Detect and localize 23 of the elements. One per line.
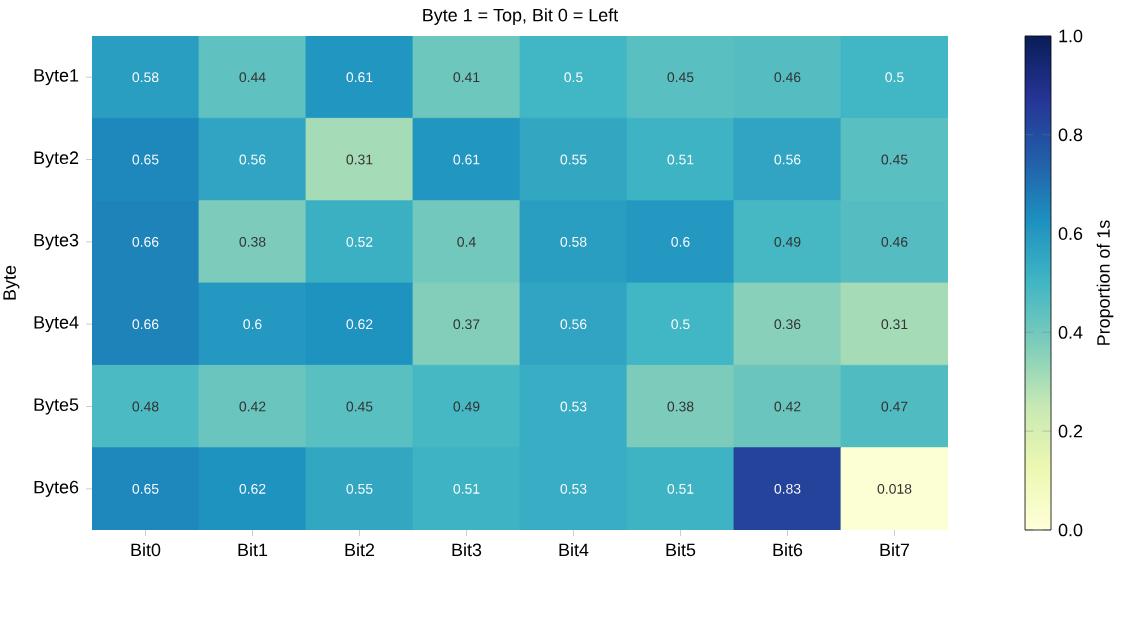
x-tick-label: Bit1 (238, 543, 268, 557)
y-tick-label: Byte5 (34, 398, 79, 415)
x-tick-label: Bit3 (452, 543, 482, 557)
color-bar-label: 1.0 (1059, 29, 1083, 43)
color-bar-label: 0.6 (1058, 227, 1083, 240)
x-tick-label: Bit2 (345, 543, 375, 557)
x-tick-label: Bit5 (666, 543, 696, 557)
y-tick-label: Byte1 (34, 69, 79, 86)
x-tick-label: Bit7 (880, 543, 910, 557)
y-tick-label: Byte2 (34, 151, 79, 168)
y-axis-title: Byte (3, 265, 20, 300)
color-bar-label: 0.0 (1058, 523, 1083, 537)
y-tick-label: Byte4 (34, 316, 79, 333)
color-bar-label: 0.4 (1058, 326, 1083, 339)
x-tick-label: Bit4 (559, 543, 589, 557)
chart-title: Byte 1 = Top, Bit 0 = Left (423, 8, 619, 25)
color-bar-label: 0.8 (1058, 128, 1083, 142)
color-bar-title: Proportion of 1s (1096, 220, 1114, 345)
color-bar-label: 0.2 (1058, 424, 1083, 438)
x-tick-label: Bit6 (773, 543, 803, 557)
x-tick-label: Bit0 (131, 543, 161, 557)
y-tick-label: Byte6 (34, 480, 79, 497)
y-tick-label: Byte3 (34, 233, 79, 250)
